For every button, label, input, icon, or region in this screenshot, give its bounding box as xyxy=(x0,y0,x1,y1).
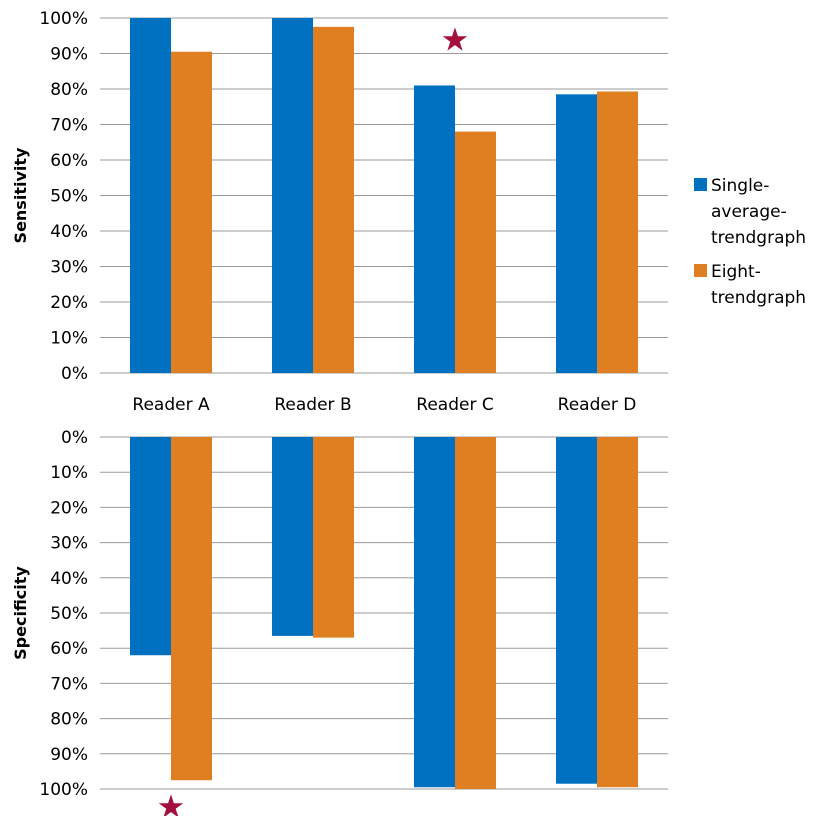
legend-label: Single- xyxy=(711,176,769,196)
significance-star-icon: ★ xyxy=(157,788,186,816)
bar-eight-reader-b xyxy=(313,26,354,373)
bar-single-average-reader-a xyxy=(130,437,171,656)
bar-single-average-reader-d xyxy=(556,94,597,373)
legend-label: average- xyxy=(711,202,787,222)
y-tick-label: 60% xyxy=(50,151,88,171)
significance-star-icon: ★ xyxy=(441,20,470,58)
y-tick-label: 0% xyxy=(61,364,88,384)
category-label: Reader C xyxy=(416,395,493,415)
legend-label: Eight- xyxy=(711,262,761,282)
y-axis-title: Specificity xyxy=(11,566,30,660)
y-tick-label: 30% xyxy=(50,534,88,554)
specificity-chart: 0% 10% 20% 30% 40% 50% 60% 70% 80% 90% 100% Specifi… xyxy=(11,428,668,816)
y-tick-label: 100% xyxy=(39,9,88,29)
legend-swatch xyxy=(694,264,707,277)
legend: Single-average-trendgraph Eight-trendgrap… xyxy=(694,176,806,308)
bar-single-average-reader-c xyxy=(414,85,455,373)
y-tick-label: 100% xyxy=(39,780,88,800)
category-label: Reader B xyxy=(274,395,351,415)
bar-single-average-reader-b xyxy=(272,437,313,636)
y-tick-label: 70% xyxy=(50,116,88,136)
y-tick-label: 60% xyxy=(50,639,88,659)
legend-label: trendgraph xyxy=(711,288,806,308)
y-tick-label: 90% xyxy=(50,745,88,765)
bar-eight-reader-a xyxy=(171,437,212,781)
y-tick-label: 80% xyxy=(50,710,88,730)
y-tick-label: 20% xyxy=(50,498,88,518)
bar-single-average-reader-a xyxy=(130,18,171,373)
legend-label: trendgraph xyxy=(711,228,806,248)
y-axis-title: Sensitivity xyxy=(11,147,30,243)
y-tick-label: 40% xyxy=(50,569,88,589)
bar-eight-reader-d xyxy=(597,437,638,788)
bar-single-average-reader-d xyxy=(556,437,597,784)
bar-eight-reader-c xyxy=(455,131,496,373)
bar-eight-reader-b xyxy=(313,437,354,638)
y-tick-label: 90% xyxy=(50,45,88,65)
bar-eight-reader-a xyxy=(171,51,212,373)
y-tick-label: 40% xyxy=(50,222,88,242)
bar-eight-reader-d xyxy=(597,91,638,374)
y-tick-label: 50% xyxy=(50,187,88,207)
y-tick-label: 0% xyxy=(61,428,88,448)
sensitivity-chart: 0% 10% 20% 30% 40% 50% 60% 70% 80% 90% 100% Sensiti… xyxy=(11,9,668,415)
y-tick-label: 80% xyxy=(50,80,88,100)
y-tick-label: 10% xyxy=(50,463,88,483)
bar-single-average-reader-b xyxy=(272,18,313,373)
bar-eight-reader-c xyxy=(455,437,496,789)
legend-swatch xyxy=(694,178,707,191)
category-label: Reader A xyxy=(132,395,210,415)
bar-single-average-reader-c xyxy=(414,437,455,788)
y-tick-label: 70% xyxy=(50,674,88,694)
y-tick-label: 20% xyxy=(50,293,88,313)
y-tick-label: 10% xyxy=(50,329,88,349)
category-label: Reader D xyxy=(558,395,637,415)
y-tick-label: 30% xyxy=(50,258,88,278)
y-tick-label: 50% xyxy=(50,604,88,624)
